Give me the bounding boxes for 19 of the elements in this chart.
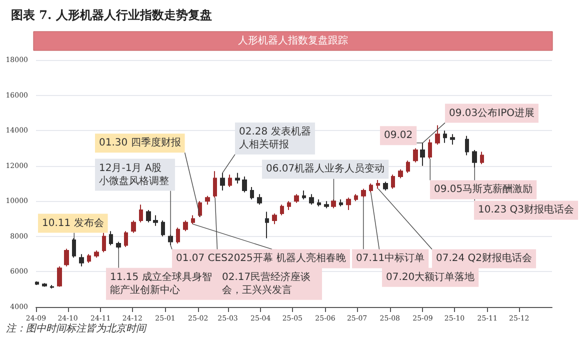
annotation: 11.15 成立全球具身智能产业创新中心 xyxy=(110,270,212,296)
annotation: 10.23 Q3财报电话会 xyxy=(478,204,574,216)
chart-subtitle: 人形机器人指数复盘跟踪 xyxy=(238,34,348,46)
annotation: 01.30 四季度财报 xyxy=(99,136,181,149)
annotation: 10.11 发布会 xyxy=(42,216,104,229)
annotation: 02.17民营经济座谈会，王兴兴发言 xyxy=(222,270,311,296)
annotation: 02.28 发表机器人相关研报 xyxy=(239,125,311,150)
annotation: 09.05马斯克薪酬激励 xyxy=(434,183,533,196)
annotation: 机器人亮相春晚 xyxy=(276,252,346,264)
annotation: 07.20大额订单落地 xyxy=(386,270,475,283)
annotation: 07.24 Q2财报电话会 xyxy=(436,252,532,264)
text: 注：图中时间标注皆为北京时间 xyxy=(6,322,147,334)
annotation: 12月-1月 A股小微盘风格调整 xyxy=(99,162,169,187)
annotation: 09.03公布IPO进展 xyxy=(449,106,534,119)
annotation: 06.07机器人业务人员变动 xyxy=(266,162,385,175)
annotation: 09.02 xyxy=(384,130,413,142)
annotation: 07.11中标订单 xyxy=(356,252,425,264)
annotation: 01.07 CES2025开幕 xyxy=(176,252,273,264)
chart-title: 图表 7. 人形机器人行业指数走势复盘 xyxy=(11,8,212,22)
